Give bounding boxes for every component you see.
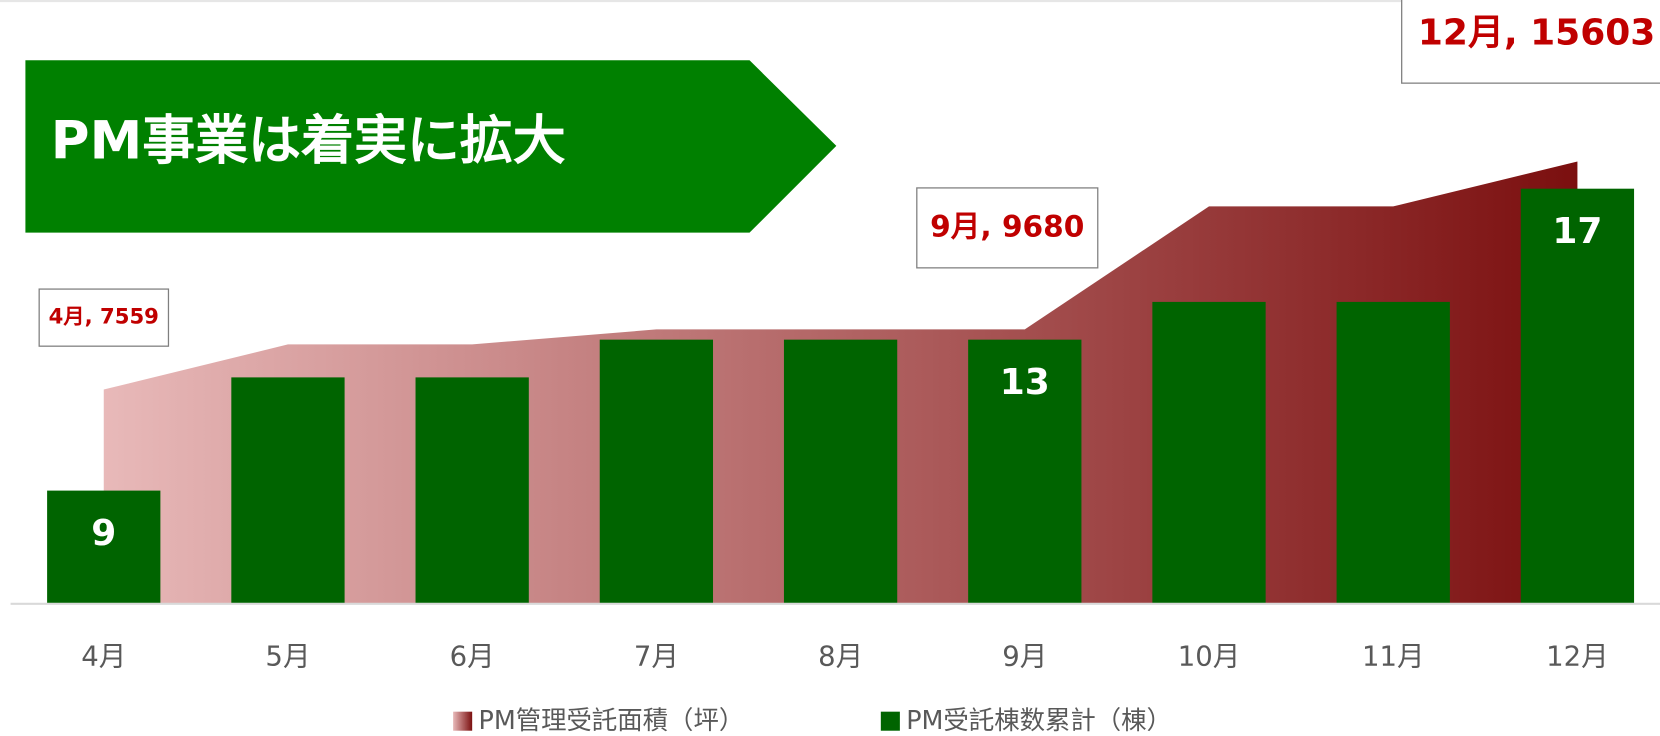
data-callout-box — [38, 288, 170, 347]
title-banner — [25, 60, 837, 233]
x-tick-label: 7月 — [634, 641, 679, 673]
x-tick-label: 6月 — [450, 641, 495, 673]
bar — [1520, 188, 1635, 604]
x-tick-label: 8月 — [818, 641, 863, 673]
legend-swatch — [453, 711, 473, 731]
bar — [1336, 301, 1450, 604]
x-tick-label: 5月 — [265, 641, 310, 673]
bar — [1152, 301, 1266, 604]
bar — [599, 339, 714, 604]
bar-value-label: 17 — [1552, 211, 1602, 252]
x-tick-label: 12月 — [1546, 641, 1609, 673]
legend-swatch — [880, 711, 900, 731]
x-tick-label: 9月 — [1002, 641, 1047, 673]
bar — [415, 377, 529, 604]
bar-value-label: 9 — [91, 513, 116, 554]
x-tick-label: 4月 — [81, 641, 126, 673]
bar — [968, 339, 1082, 604]
bar-value-label: 13 — [1000, 362, 1050, 403]
bar — [231, 377, 345, 604]
bar — [783, 339, 898, 604]
legend-label: PM受託棟数累計（棟） — [906, 705, 1172, 735]
area-value-label: 9月, 9680 — [930, 209, 1084, 243]
bar — [47, 490, 161, 604]
area-value-label: 12月, 15603 — [1418, 13, 1655, 54]
legend-label: PM管理受託面積（坪） — [479, 705, 745, 735]
x-tick-label: 11月 — [1362, 641, 1425, 673]
x-tick-label: 10月 — [1178, 641, 1241, 673]
chart-title: PM事業は着実に拡大 — [51, 110, 566, 171]
data-callout-box — [1401, 0, 1660, 84]
area-value-label: 4月, 7559 — [49, 304, 159, 329]
data-callout-box — [916, 187, 1099, 269]
